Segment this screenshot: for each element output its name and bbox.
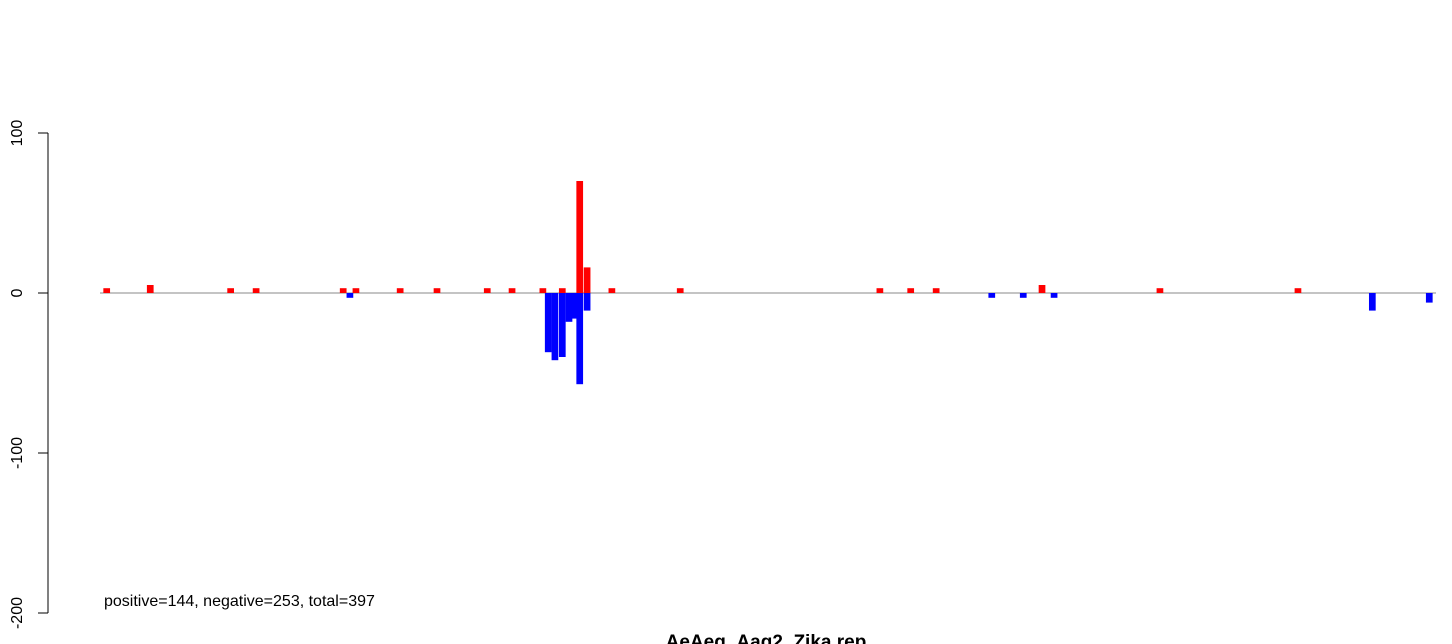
bar xyxy=(932,288,940,293)
bar xyxy=(339,288,347,293)
bar xyxy=(551,293,559,361)
bar xyxy=(1368,293,1376,311)
bar xyxy=(1156,288,1164,293)
chart-title: AeAeg_Aag2_Zika rep xyxy=(666,632,867,644)
bar xyxy=(988,293,996,298)
bar xyxy=(907,288,915,293)
bar xyxy=(433,288,441,293)
bar xyxy=(396,288,404,293)
bar xyxy=(576,181,584,293)
y-tick-label: 100 xyxy=(9,120,26,147)
bar xyxy=(558,293,566,357)
bar xyxy=(539,288,547,293)
bar xyxy=(544,293,552,353)
bar xyxy=(1425,293,1433,303)
bar xyxy=(508,288,516,293)
bar xyxy=(352,288,360,293)
bar xyxy=(570,293,578,319)
bar xyxy=(676,288,684,293)
bar xyxy=(876,288,884,293)
bar xyxy=(346,293,354,298)
bar xyxy=(483,288,491,293)
bar xyxy=(1019,293,1027,298)
bar xyxy=(227,288,234,293)
bar xyxy=(583,267,591,293)
bar xyxy=(583,293,591,311)
bar xyxy=(558,288,566,293)
bar xyxy=(252,288,260,293)
bar xyxy=(1294,288,1302,293)
bar xyxy=(576,293,584,385)
y-tick-label: 0 xyxy=(9,288,26,297)
bar xyxy=(146,285,154,293)
y-tick-label: -100 xyxy=(9,437,26,469)
bar xyxy=(608,288,616,293)
annotation: positive=144, negative=253, total=397 xyxy=(104,593,375,610)
bar xyxy=(1050,293,1058,298)
bar xyxy=(565,293,573,322)
bar xyxy=(103,288,111,293)
y-tick-label: -200 xyxy=(9,597,26,629)
bar xyxy=(1038,285,1046,293)
